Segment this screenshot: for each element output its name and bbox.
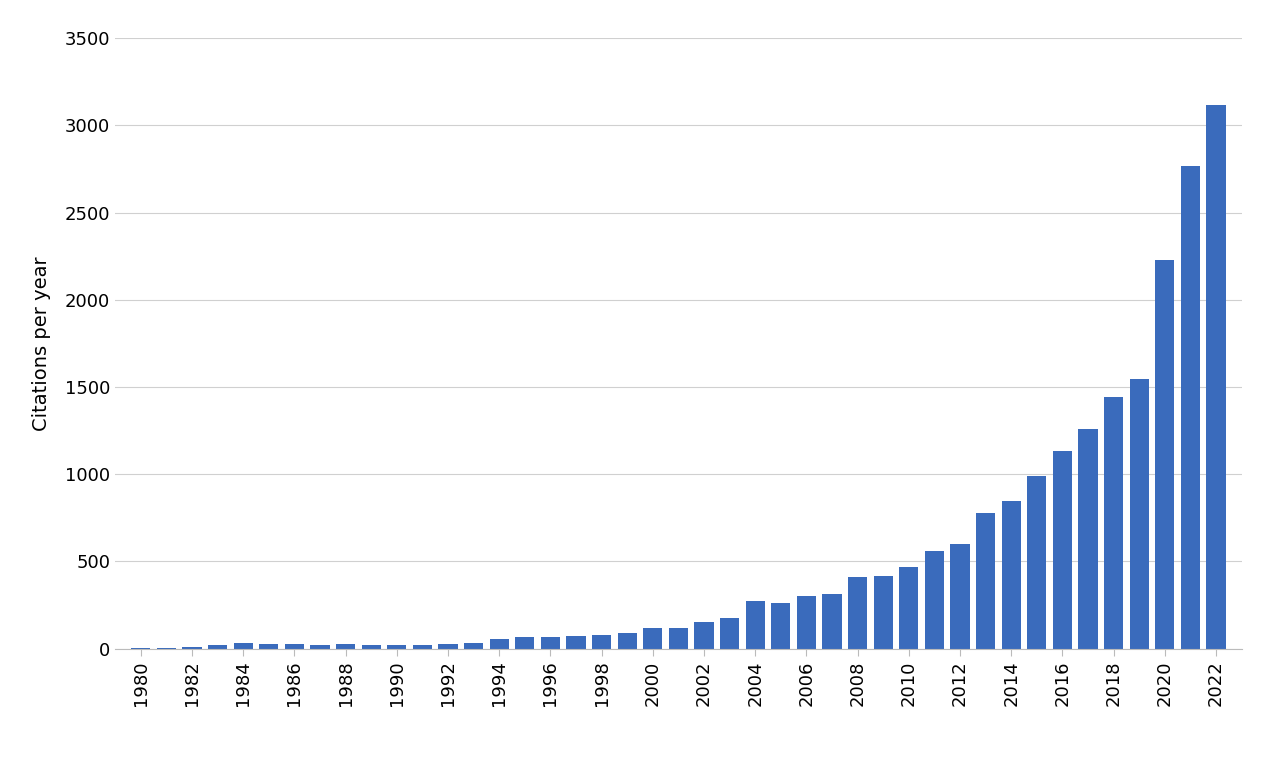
Bar (335, 644, 356, 649)
Bar (259, 644, 278, 649)
Bar (567, 636, 586, 649)
Bar (540, 636, 559, 649)
Bar (1052, 452, 1071, 649)
Bar (156, 648, 175, 649)
Bar (849, 577, 868, 649)
Bar (591, 635, 612, 649)
Bar (643, 629, 662, 649)
Bar (515, 637, 534, 649)
Bar (668, 628, 687, 649)
Bar (771, 604, 790, 649)
Bar (311, 645, 330, 649)
Bar (1207, 105, 1226, 649)
Bar (1155, 259, 1174, 649)
Bar (1103, 398, 1124, 649)
Bar (1180, 166, 1199, 649)
Bar (207, 645, 228, 649)
Bar (1001, 501, 1020, 649)
Bar (695, 622, 714, 649)
Bar (977, 513, 996, 649)
Bar (745, 600, 764, 649)
Bar (489, 639, 508, 649)
Bar (1129, 379, 1148, 649)
Bar (823, 594, 842, 649)
Bar (361, 645, 380, 649)
Bar (439, 644, 458, 649)
Bar (1027, 476, 1046, 649)
Bar (873, 576, 892, 649)
Bar (1079, 429, 1098, 649)
Bar (924, 551, 943, 649)
Bar (951, 544, 970, 649)
Bar (719, 618, 740, 649)
Bar (233, 643, 252, 649)
Y-axis label: Citations per year: Citations per year (32, 256, 51, 430)
Bar (284, 644, 303, 649)
Bar (465, 643, 484, 649)
Bar (412, 645, 431, 649)
Bar (899, 567, 918, 649)
Bar (617, 633, 636, 649)
Bar (796, 596, 815, 649)
Bar (387, 645, 406, 649)
Bar (183, 647, 202, 649)
